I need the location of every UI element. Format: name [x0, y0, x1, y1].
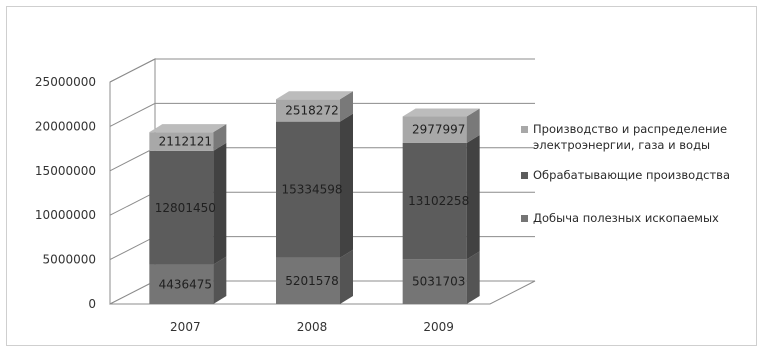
data-label: 4436475	[159, 277, 212, 291]
bar-segment-front	[149, 264, 214, 304]
bar-segment-front	[149, 132, 214, 151]
legend-swatch	[521, 126, 528, 133]
legend-label: Обрабатывающие производства	[533, 168, 730, 182]
bar-top	[402, 108, 480, 117]
bar-segment-side	[466, 134, 480, 260]
bar-segment-side	[466, 251, 480, 304]
legend-swatch	[521, 172, 528, 179]
legend-label: Добыча полезных ископаемых	[533, 211, 719, 225]
bar-segment-side	[466, 108, 480, 143]
y-tick-label: 5000000	[43, 253, 96, 267]
bar-segment-front	[149, 150, 214, 265]
data-label: 2112121	[159, 135, 212, 149]
legend-label: Производство и распределение	[533, 122, 727, 136]
y-tick-label: 25000000	[35, 75, 96, 89]
bar-segment-side	[340, 91, 353, 122]
data-label: 15334598	[281, 183, 342, 197]
gridline	[109, 102, 535, 127]
x-tick-label: 2007	[170, 320, 201, 334]
y-tick-label: 0	[88, 297, 96, 311]
data-label: 5031703	[412, 275, 465, 289]
side-wall	[109, 58, 156, 305]
y-tick-label: 20000000	[35, 119, 96, 133]
bar-segment-side	[213, 124, 227, 151]
data-label: 2977997	[412, 123, 465, 137]
bar-segment-front	[276, 121, 340, 258]
gridline	[109, 58, 535, 83]
y-tick-label: 10000000	[35, 208, 96, 222]
bar-segment-side	[213, 142, 227, 265]
bar-segment-side	[213, 256, 227, 304]
data-label: 5201578	[285, 274, 338, 288]
bar-segment-side	[340, 249, 353, 304]
data-label: 13102258	[408, 194, 469, 208]
data-label: 2518272	[285, 103, 338, 117]
bar-segment-front	[402, 116, 467, 143]
data-label: 12801450	[155, 201, 216, 215]
bar-segment-front	[276, 99, 340, 122]
legend-swatch	[521, 215, 528, 222]
bar-top	[276, 91, 353, 100]
bar-segment-side	[340, 113, 353, 258]
bar-segment-front	[402, 259, 467, 304]
y-tick-label: 15000000	[35, 164, 96, 178]
bar-segment-front	[402, 142, 467, 260]
x-tick-label: 2009	[423, 320, 454, 334]
bar-segment-front	[276, 257, 340, 304]
legend-label: электроэнергии, газа и воды	[533, 138, 710, 152]
x-tick-label: 2008	[297, 320, 328, 334]
bar-top	[149, 124, 227, 133]
